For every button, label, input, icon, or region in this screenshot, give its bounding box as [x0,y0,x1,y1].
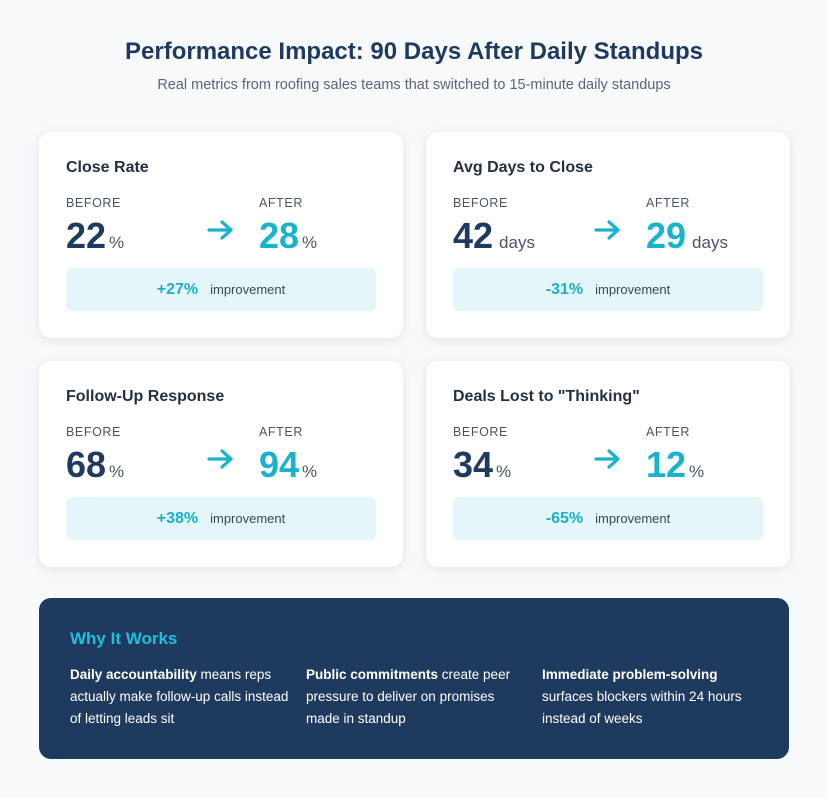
why-it-works-panel: Why It Works Daily accountability means … [39,598,789,759]
before-value: 42 [453,215,494,256]
why-point: Public commitments create peer pressure … [306,664,526,730]
why-point: Daily accountability means reps actually… [70,664,290,730]
after-value: 29 [646,215,687,256]
metric-card-close-rate: Close Rate BEFORE 22% AFTER 28% +27% imp… [39,132,403,338]
why-point-text: surfaces blockers within 24 hours instea… [542,689,742,726]
before-column: BEFORE 34% [453,425,511,485]
unit-label: % [689,462,705,481]
before-label: BEFORE [453,196,508,210]
after-value: 28 [259,215,300,256]
after-column: AFTER 12% [646,425,704,485]
improvement-value: -31% [545,280,584,298]
metric-card-follow-up: Follow-Up Response BEFORE 68% AFTER 94% … [39,361,403,567]
after-label: AFTER [646,425,690,439]
improvement-badge: -65% improvement [453,497,763,540]
improvement-label: improvement [595,282,671,297]
unit-label: % [109,462,125,481]
after-value: 94 [259,444,300,485]
unit-label: days [692,233,728,252]
metric-title: Close Rate [66,159,149,176]
unit-label: % [496,462,512,481]
after-column: AFTER 94% [259,425,317,485]
improvement-label: improvement [210,511,286,526]
metric-card-deals-lost: Deals Lost to "Thinking" BEFORE 34% AFTE… [426,361,790,567]
metric-title: Follow-Up Response [66,388,225,405]
why-title: Why It Works [70,629,178,648]
why-point-heading: Daily accountability [70,667,197,682]
unit-label: % [302,233,318,252]
page-subtitle: Real metrics from roofing sales teams th… [157,77,671,93]
before-column: BEFORE 68% [66,425,124,485]
before-label: BEFORE [66,196,121,210]
arrow-right-icon [207,220,233,240]
after-column: AFTER 28% [259,196,317,256]
improvement-label: improvement [210,282,286,297]
after-value: 12 [646,444,687,485]
unit-label: days [499,233,535,252]
arrow-right-icon [207,449,233,469]
why-point-text: means reps actually make follow-up calls… [70,667,289,726]
improvement-label: improvement [595,511,671,526]
before-label: BEFORE [453,425,508,439]
why-point-heading: Public commitments [306,667,439,682]
after-label: AFTER [259,425,303,439]
arrow-right-icon [594,449,620,469]
arrow-right-icon [594,220,620,240]
why-point-heading: Immediate problem-solving [542,667,718,682]
page-title: Performance Impact: 90 Days After Daily … [125,38,703,65]
why-point-text: create peer pressure to deliver on promi… [306,667,511,726]
metric-title: Avg Days to Close [453,159,593,176]
unit-label: % [302,462,318,481]
unit-label: % [109,233,125,252]
after-label: AFTER [646,196,690,210]
before-value: 68 [66,444,107,485]
improvement-value: -65% [545,509,584,527]
metric-title: Deals Lost to "Thinking" [453,388,640,405]
improvement-badge: +27% improvement [66,268,376,311]
improvement-value: +38% [156,509,199,527]
before-label: BEFORE [66,425,121,439]
why-point: Immediate problem-solving surfaces block… [542,664,762,730]
improvement-badge: +38% improvement [66,497,376,540]
before-value: 34 [453,444,494,485]
improvement-badge: -31% improvement [453,268,763,311]
before-column: BEFORE 22% [66,196,124,256]
metric-card-avg-days: Avg Days to Close BEFORE 42 days AFTER 29… [426,132,790,338]
improvement-value: +27% [156,280,199,298]
before-column: BEFORE 42 days [453,196,535,256]
after-label: AFTER [259,196,303,210]
before-value: 22 [66,215,107,256]
after-column: AFTER 29 days [646,196,728,256]
